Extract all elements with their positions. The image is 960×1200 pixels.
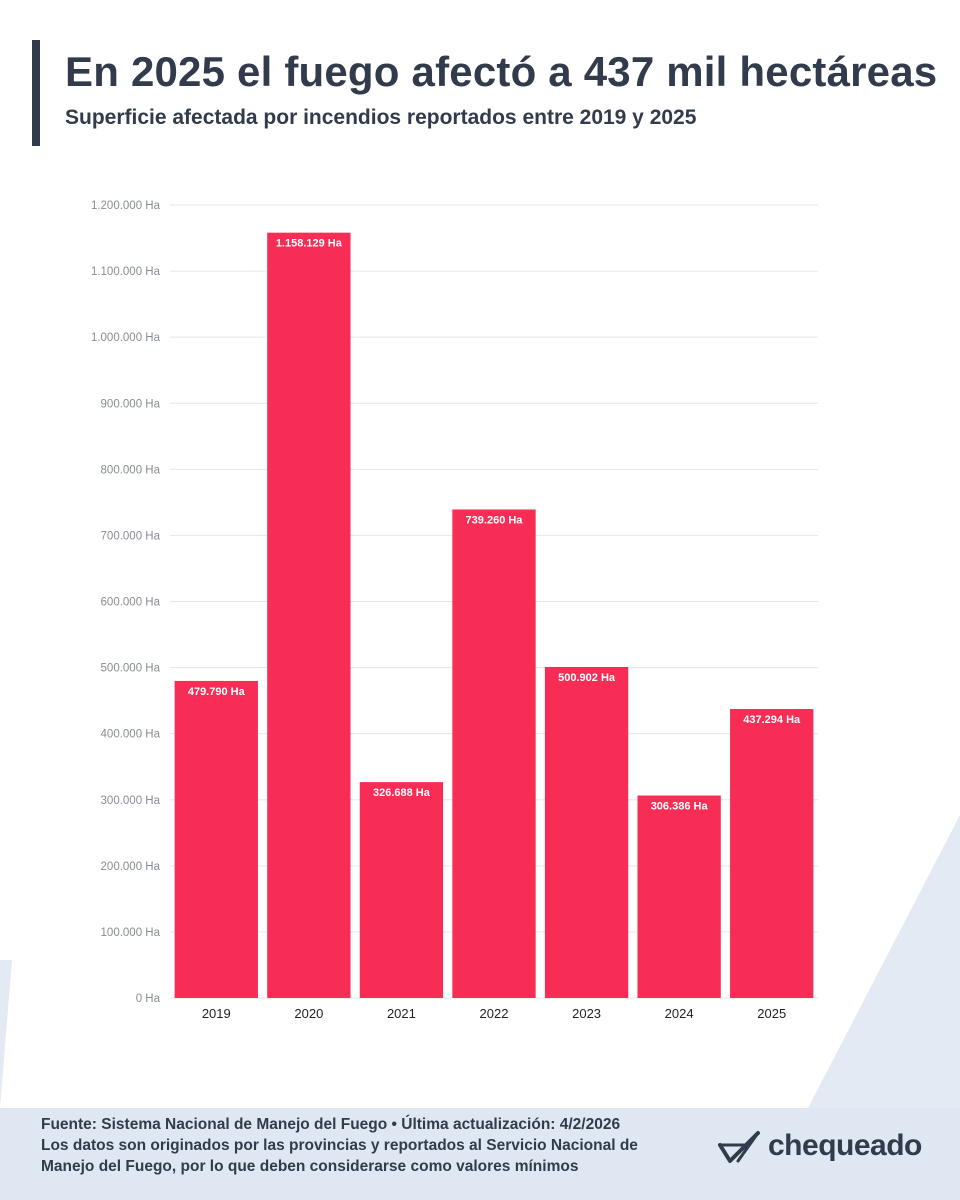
bar-2024 (637, 795, 721, 998)
y-tick-label: 100.000 Ha (101, 927, 161, 939)
y-tick-label: 300.000 Ha (101, 795, 161, 807)
x-tick-label: 2022 (480, 1006, 509, 1021)
x-tick-label: 2023 (572, 1006, 601, 1021)
y-tick-label: 600.000 Ha (101, 597, 161, 609)
header: En 2025 el fuego afectó a 437 mil hectár… (32, 40, 937, 146)
y-tick-label: 500.000 Ha (101, 663, 161, 675)
logo-text: chequeado (768, 1129, 922, 1162)
footer: Fuente: Sistema Nacional de Manejo del F… (0, 1108, 960, 1200)
data-note-line-2: Manejo del Fuego, por lo que deben consi… (41, 1158, 579, 1175)
x-axis: 2019 2020 2021 2022 2023 2024 2025 (202, 1006, 786, 1021)
bar-value-label: 1.158.129 Ha (276, 238, 343, 250)
x-tick-label: 2024 (665, 1006, 694, 1021)
y-tick-label: 200.000 Ha (101, 861, 161, 873)
bar-value-label: 739.260 Ha (466, 514, 524, 526)
bar-value-label: 326.688 Ha (373, 787, 431, 799)
bar-2019 (174, 680, 258, 998)
chart-title: En 2025 el fuego afectó a 437 mil hectár… (65, 48, 938, 95)
y-tick-label: 1.000.000 Ha (91, 332, 161, 344)
y-tick-label: 800.000 Ha (101, 464, 161, 476)
bar-value-label: 437.294 Ha (743, 714, 801, 726)
chequeado-logo: chequeado (716, 1126, 922, 1166)
y-tick-label: 400.000 Ha (101, 729, 161, 741)
bar-2021 (359, 782, 444, 998)
bars: 479.790 Ha 1.158.129 Ha 326.688 Ha 739.260 … (174, 232, 814, 999)
y-tick-label: 900.000 Ha (101, 398, 161, 410)
y-axis: 0 Ha 100.000 Ha 200.000 Ha 300.000 Ha 400.00… (91, 200, 161, 1005)
bar-2020 (267, 232, 351, 999)
bar-2022 (452, 509, 536, 998)
source-note: Fuente: Sistema Nacional de Manejo del F… (41, 1116, 621, 1133)
x-tick-label: 2025 (757, 1006, 786, 1021)
y-tick-label: 0 Ha (136, 993, 161, 1005)
chart-subtitle: Superficie afectada por incendios report… (65, 106, 697, 129)
x-tick-label: 2019 (202, 1006, 231, 1021)
footer-text: Fuente: Sistema Nacional de Manejo del F… (41, 1114, 681, 1177)
x-tick-label: 2020 (294, 1006, 323, 1021)
y-tick-label: 700.000 Ha (101, 530, 161, 542)
x-tick-label: 2021 (387, 1006, 416, 1021)
check-mark-icon (718, 1131, 760, 1163)
bar-value-label: 306.386 Ha (651, 801, 709, 813)
bar-2023 (544, 666, 629, 998)
y-tick-label: 1.200.000 Ha (91, 200, 161, 212)
bar-2025 (730, 709, 814, 998)
data-note-line-1: Los datos son originados por las provinc… (41, 1137, 638, 1154)
bar-value-label: 479.790 Ha (188, 686, 246, 698)
bar-value-label: 500.902 Ha (558, 672, 616, 684)
y-tick-label: 1.100.000 Ha (91, 266, 161, 278)
